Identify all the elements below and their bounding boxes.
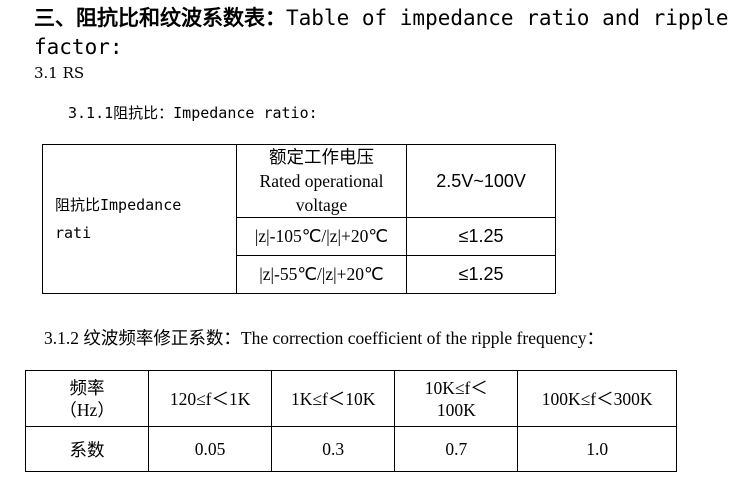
- frequency-range-line2: 100K: [436, 399, 476, 420]
- voltage-header-line3: voltage: [295, 195, 348, 215]
- ratio-value-cell: ≤1.25: [406, 217, 556, 256]
- table-row: |z|-105℃/|z|+20℃ ≤1.25: [43, 217, 556, 256]
- impedance-label-line2: rati: [55, 224, 92, 242]
- table-row: 阻抗比Impedance rati 额定工作电压 Rated operation…: [42, 144, 556, 294]
- impedance-label-cell: 阻抗比Impedance rati: [42, 144, 237, 294]
- coefficient-label-cell: 系数: [24, 426, 150, 472]
- frequency-range-cell: 1K≤f＜10K: [271, 370, 396, 427]
- frequency-label-cell: 频率 （Hz）: [24, 370, 150, 427]
- voltage-header-line2: Rated operational: [259, 171, 384, 191]
- ripple-heading: 3.1.2 纹波频率修正系数：The correction coefficien…: [44, 328, 604, 348]
- frequency-range-cell: 120≤f＜1K: [148, 370, 273, 427]
- frequency-range-line1: 120≤f＜1K: [169, 388, 251, 409]
- table-row: |z|-55℃/|z|+20℃ ≤1.25: [43, 255, 556, 294]
- ratio-value-cell: ≤1.25: [406, 255, 556, 294]
- impedance-ratio-table: 阻抗比Impedance rati 额定工作电压 Rated operation…: [42, 144, 556, 294]
- impedance-heading: 3.1.1阻抗比：Impedance ratio:: [68, 104, 318, 122]
- coefficient-value-cell: 0.7: [394, 426, 519, 472]
- frequency-label-line2: （Hz）: [59, 399, 115, 420]
- table-row: 频率 （Hz） 120≤f＜1K 1K≤f＜10K 10K≤f＜ 100K 10…: [24, 370, 677, 427]
- coefficient-value-cell: 0.3: [271, 426, 396, 472]
- section-heading: 3.1 RS: [34, 64, 85, 82]
- frequency-range-line1: 10K≤f＜: [424, 377, 488, 398]
- frequency-range-cell: 10K≤f＜ 100K: [394, 370, 519, 427]
- ripple-coefficient-table: 频率 （Hz） 120≤f＜1K 1K≤f＜10K 10K≤f＜ 100K 10…: [24, 370, 677, 472]
- coefficient-value-cell: 0.05: [148, 426, 273, 472]
- frequency-range-cell: 100K≤f＜300K: [517, 370, 677, 427]
- title-english-line2: factor:: [34, 35, 123, 59]
- voltage-value-cell: 2.5V~100V: [406, 144, 556, 218]
- condition-cell: |z|-55℃/|z|+20℃: [235, 255, 408, 294]
- impedance-label-line1: 阻抗比Impedance: [55, 196, 182, 214]
- condition-cell: |z|-105℃/|z|+20℃: [235, 217, 408, 256]
- frequency-label-line1: 频率: [69, 377, 105, 398]
- voltage-header-cell: 额定工作电压 Rated operational voltage: [235, 144, 408, 218]
- frequency-range-line1: 1K≤f＜10K: [290, 388, 376, 409]
- title-english-line1: Table of impedance ratio and ripple: [286, 6, 729, 30]
- voltage-header-line1: 额定工作电压: [269, 147, 374, 167]
- title-chinese: 三、阻抗比和纹波系数表：: [34, 6, 286, 30]
- coefficient-value-cell: 1.0: [517, 426, 677, 472]
- page-title: 三、阻抗比和纹波系数表：Table of impedance ratio and…: [34, 4, 750, 62]
- frequency-range-line1: 100K≤f＜300K: [541, 388, 653, 409]
- table-row: 系数 0.05 0.3 0.7 1.0: [24, 426, 677, 472]
